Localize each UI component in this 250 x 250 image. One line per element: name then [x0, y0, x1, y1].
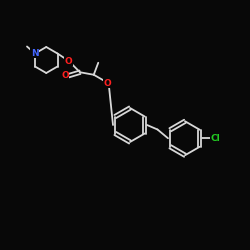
- Text: O: O: [65, 56, 73, 66]
- Text: N: N: [31, 48, 38, 58]
- Text: O: O: [104, 79, 111, 88]
- Text: O: O: [61, 71, 69, 80]
- Text: Cl: Cl: [210, 134, 220, 143]
